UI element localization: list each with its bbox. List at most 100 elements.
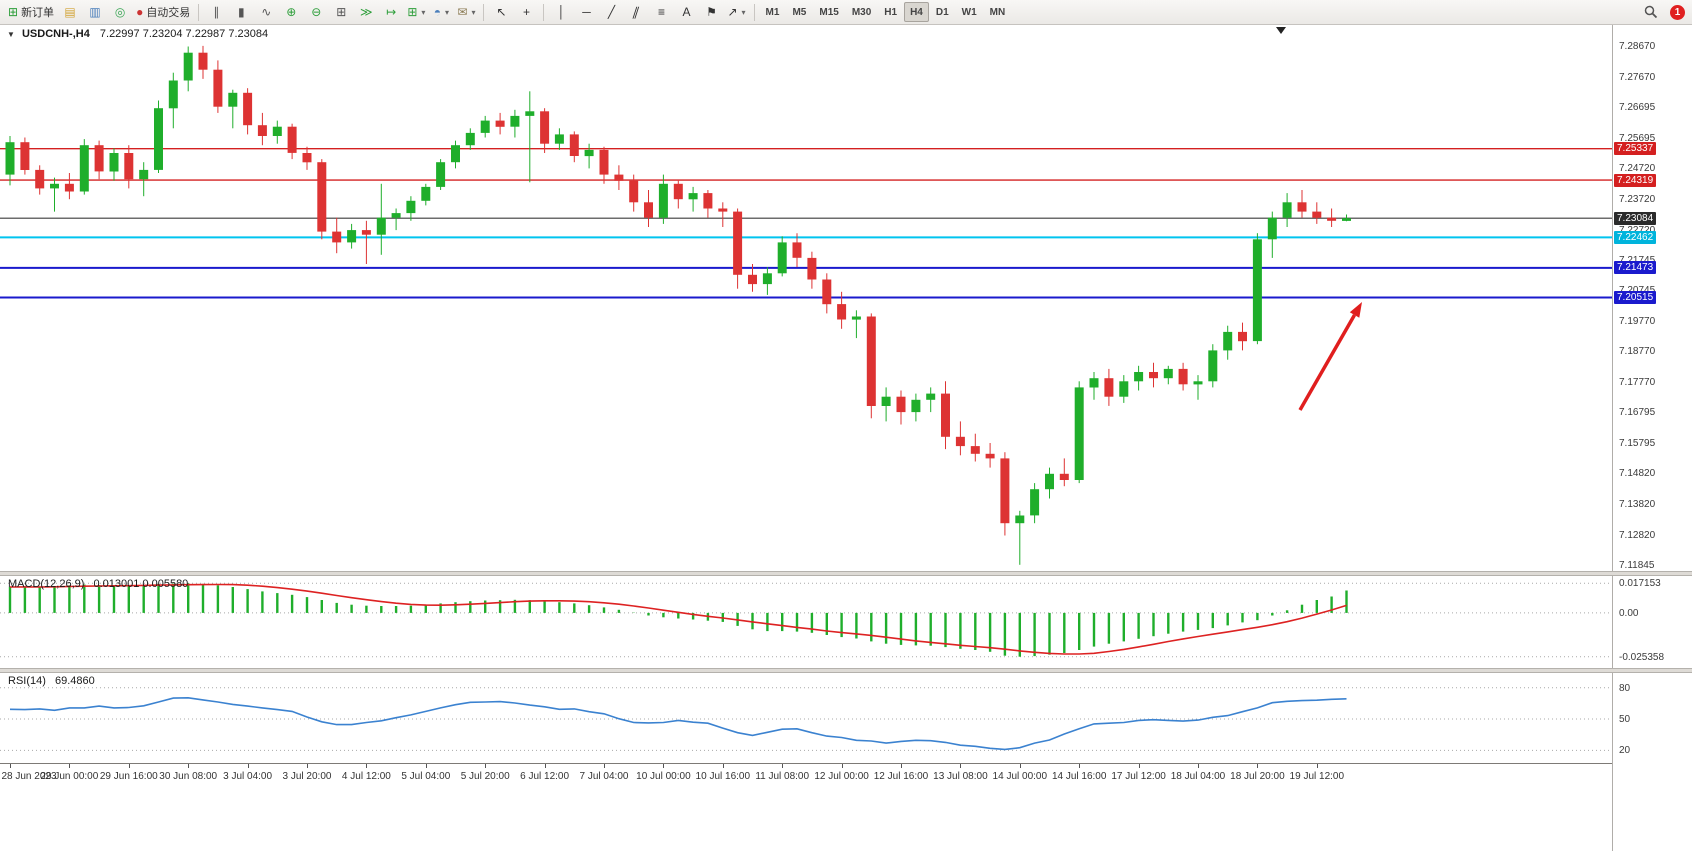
timeframe-MN[interactable]: MN <box>989 6 1006 18</box>
price-axis-label: 7.13820 <box>1619 499 1656 511</box>
time-axis-label: 10 Jul 16:00 <box>695 771 751 782</box>
rsi-panel[interactable] <box>0 673 1612 763</box>
zoom-in-button[interactable]: ⊕ <box>279 2 303 22</box>
fibonacci-button[interactable]: ≡ <box>649 2 673 22</box>
crosshair-button[interactable]: + <box>514 2 538 22</box>
chart-title: ▼ USDCNH-,H4 7.22997 7.23204 7.22987 7.2… <box>7 28 268 40</box>
time-axis-tick <box>1316 764 1318 768</box>
navigator-button[interactable]: ▥ <box>83 2 107 22</box>
label-button[interactable]: ⚑ <box>699 2 723 22</box>
autotrading-button[interactable]: ● 自动交易 <box>133 2 193 22</box>
time-axis-label: 18 Jul 20:00 <box>1230 771 1285 782</box>
time-axis-label: 11 Jul 08:00 <box>755 771 810 782</box>
price-axis-label: 7.21745 <box>1619 254 1656 266</box>
search-button[interactable] <box>1639 2 1663 22</box>
price-tag-7.25337: 7.25337 <box>1614 142 1657 156</box>
new-chart-icon: ⊞ <box>407 5 418 19</box>
timeframe-D1[interactable]: D1 <box>935 6 949 18</box>
time-axis-tick <box>604 764 605 768</box>
arrows-button[interactable]: ↗ ▾ <box>724 2 748 22</box>
terminal-button[interactable]: ◎ <box>108 2 132 22</box>
toolbar-separator <box>483 3 485 21</box>
time-axis-label: 17 Jul 12:00 <box>1111 771 1166 782</box>
bar-chart-icon: ∥ <box>213 5 220 19</box>
equidistant-channel-icon: ∥ <box>631 5 642 19</box>
time-axis-label: 3 Jul 04:00 <box>223 771 273 782</box>
timeframe-H4[interactable]: H4 <box>904 2 929 22</box>
macd-signal-line <box>9 583 1347 655</box>
chart-ohlc: 7.22997 7.23204 7.22987 7.23084 <box>99 28 269 40</box>
chart-shift-marker-icon <box>1276 27 1286 34</box>
zoom-out-button[interactable]: ⊖ <box>304 2 328 22</box>
cursor-button[interactable]: ↖ <box>489 2 513 22</box>
toolbar-separator <box>753 3 755 21</box>
timeframe-M30[interactable]: M30 <box>851 6 872 18</box>
panel-divider-rsi[interactable] <box>0 668 1692 673</box>
trendline-button[interactable]: ╱ <box>599 2 623 22</box>
macd-axis-label: 0.017153 <box>1619 578 1661 590</box>
timeframe-H1[interactable]: H1 <box>884 6 898 18</box>
chart-shift-button[interactable]: ↦ <box>379 2 403 22</box>
chart-shift-icon: ↦ <box>386 5 397 19</box>
candles <box>5 45 1351 565</box>
crosshair-icon: + <box>522 5 530 19</box>
price-tag-7.24319: 7.24319 <box>1614 173 1657 187</box>
tile-windows-button[interactable]: ⊞ <box>329 2 353 22</box>
time-axis-tick <box>1019 764 1021 768</box>
price-axis-label: 7.15795 <box>1619 438 1656 450</box>
arrows-icon: ↗ <box>727 5 738 19</box>
periods-button[interactable]: ◓ ▾ <box>429 2 453 22</box>
time-axis-tick <box>485 764 487 768</box>
time-axis-tick <box>1257 764 1259 768</box>
timeframe-M5[interactable]: M5 <box>792 6 807 18</box>
panel-divider-macd[interactable] <box>0 571 1692 576</box>
price-tag-7.21473: 7.21473 <box>1614 261 1657 275</box>
price-axis-label: 7.25695 <box>1619 132 1656 144</box>
one-click-trading-toggle-icon[interactable]: ▼ <box>7 30 15 39</box>
new-chart-button[interactable]: ⊞ ▾ <box>404 2 428 22</box>
alerts-badge[interactable]: 1 <box>1670 4 1685 20</box>
equidistant-channel-button[interactable]: ∥ <box>624 2 648 22</box>
dropdown-arrow-icon: ▾ <box>445 7 450 17</box>
time-axis-tick <box>960 764 962 768</box>
templates-icon: ✉ <box>457 5 468 19</box>
terminal-icon: ◎ <box>114 5 126 19</box>
main-chart[interactable] <box>0 24 1612 571</box>
time-axis-label: 13 Jul 08:00 <box>933 771 988 782</box>
time-axis-label: 30 Jun 08:00 <box>159 771 218 782</box>
macd-panel[interactable] <box>0 576 1612 668</box>
price-tag-7.23084: 7.23084 <box>1614 211 1657 225</box>
auto-scroll-button[interactable]: ≫ <box>354 2 378 22</box>
time-axis-tick <box>544 764 546 768</box>
arrow-annotation[interactable] <box>1298 302 1362 411</box>
rsi-axis-label: 80 <box>1619 682 1631 694</box>
new-order-button[interactable]: ⊞ 新订单 <box>5 2 57 22</box>
new-order-button-label: 新订单 <box>21 7 55 19</box>
dropdown-arrow-icon: ▾ <box>741 7 746 17</box>
templates-button[interactable]: ✉ ▾ <box>454 2 478 22</box>
rsi-value: 69.4860 <box>54 675 95 687</box>
timeframe-M15[interactable]: M15 <box>819 6 839 18</box>
time-axis-label: 28 Jun 2023 <box>1 771 57 782</box>
autotrading-button-label: 自动交易 <box>146 7 191 19</box>
time-axis-label: 19 Jul 12:00 <box>1289 771 1345 782</box>
timeframe-W1[interactable]: W1 <box>961 6 977 18</box>
market-watch-button[interactable]: ▤ <box>58 2 82 22</box>
cursor-icon: ↖ <box>496 5 507 19</box>
text-button[interactable]: A <box>674 2 698 22</box>
time-axis-label: 14 Jul 00:00 <box>992 771 1048 782</box>
periods-icon: ◓ <box>433 5 441 19</box>
price-axis-label: 7.27670 <box>1619 71 1656 83</box>
vertical-line-button[interactable]: │ <box>549 2 573 22</box>
time-axis-label: 12 Jul 00:00 <box>814 771 869 782</box>
chart-symbol: USDCNH-,H4 <box>21 28 90 40</box>
time-axis-tick <box>722 764 724 768</box>
time-axis-label: 6 Jul 12:00 <box>520 771 570 782</box>
candlestick-chart-button[interactable]: ▮ <box>229 2 253 22</box>
timeframe-M1[interactable]: M1 <box>765 6 780 18</box>
horizontal-line-button[interactable]: ─ <box>574 2 598 22</box>
bar-chart-button[interactable]: ∥ <box>204 2 228 22</box>
line-chart-button[interactable]: ∿ <box>254 2 278 22</box>
time-axis-label: 4 Jul 12:00 <box>341 771 391 782</box>
time-axis-tick <box>901 764 902 768</box>
